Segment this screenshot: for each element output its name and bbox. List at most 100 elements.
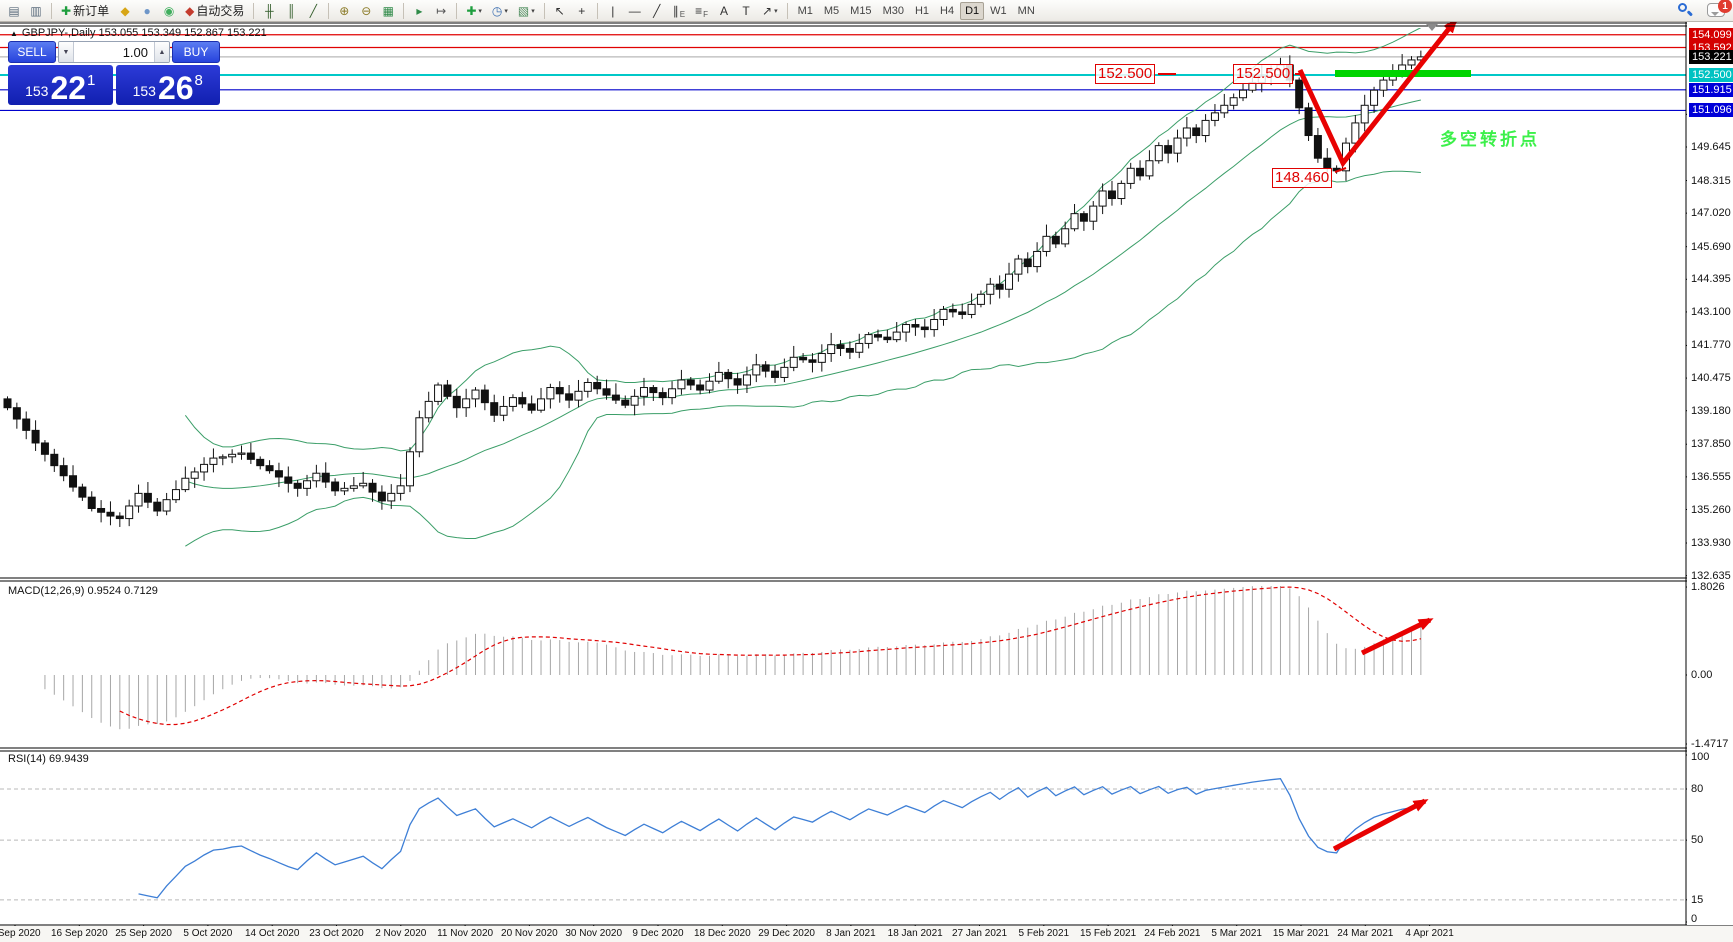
- search-icon[interactable]: [1677, 2, 1694, 18]
- new-order-label: 新订单: [73, 4, 110, 18]
- symbol-ohlc-text: GBPJPY-,Daily 153.055 153.349 152.867 15…: [21, 27, 267, 39]
- timeframe-m5[interactable]: M5: [823, 4, 840, 17]
- chat-icon[interactable]: 1: [1707, 0, 1732, 17]
- candle: [359, 482, 368, 487]
- hline-button[interactable]: —: [625, 1, 645, 20]
- candle-chart-button[interactable]: ║: [281, 1, 301, 20]
- buy-price-big: 26: [157, 70, 194, 106]
- crosshair-button[interactable]: +: [572, 1, 592, 20]
- bar-chart-button[interactable]: ╫: [259, 1, 279, 20]
- signals-button[interactable]: ◉: [159, 1, 179, 20]
- price-tick: 145.690: [1691, 240, 1731, 253]
- date-tick: 11 Nov 2020: [437, 928, 494, 939]
- volume-down-icon[interactable]: ▼: [59, 42, 74, 62]
- timeframe-m1[interactable]: M1: [797, 4, 813, 17]
- date-tick: 15 Mar 2021: [1272, 928, 1330, 939]
- tile-windows-button[interactable]: ▦: [378, 1, 398, 20]
- auto-scroll-button[interactable]: ▸: [409, 1, 429, 20]
- candle: [602, 388, 611, 396]
- indicators-caret-icon[interactable]: ▾: [478, 7, 482, 15]
- candle: [1042, 235, 1051, 252]
- candle: [153, 501, 162, 512]
- price-callout-152500-a[interactable]: 152.500: [1095, 64, 1156, 84]
- chart-shift-button[interactable]: ↦: [431, 1, 451, 20]
- cursor-button[interactable]: ↖: [550, 1, 570, 20]
- candle: [1136, 167, 1145, 177]
- candle: [1379, 79, 1388, 91]
- chart-canvas: [0, 22, 1733, 929]
- timeframe-m15[interactable]: M15: [850, 4, 872, 17]
- candle: [125, 505, 134, 520]
- candle: [537, 398, 546, 411]
- candle: [799, 356, 808, 361]
- candle: [518, 397, 527, 405]
- timeframe-mn[interactable]: MN: [1017, 4, 1035, 17]
- zoom-in-icon: ⊕: [339, 3, 350, 18]
- candle: [171, 489, 180, 501]
- sell-price-quote[interactable]: 153 22 1: [8, 65, 113, 105]
- channel-button[interactable]: ∥ E: [669, 1, 689, 20]
- candle: [902, 324, 911, 333]
- price-axis[interactable]: 150.940149.645148.315147.020145.690144.3…: [1687, 22, 1733, 925]
- volume-value[interactable]: 1.00: [122, 44, 148, 60]
- arrows-button[interactable]: ↗ ▾: [758, 1, 782, 20]
- candle: [331, 481, 340, 492]
- indicators-button[interactable]: ✚ ▾: [462, 1, 486, 20]
- chart-window[interactable]: ▲ GBPJPY-,Daily 153.055 153.349 152.867 1…: [0, 22, 1733, 942]
- candle: [1070, 213, 1079, 230]
- sell-button[interactable]: SELL: [8, 41, 56, 63]
- community-button[interactable]: ●: [137, 1, 157, 20]
- buy-button[interactable]: BUY: [172, 41, 220, 63]
- rsi-tick: 0: [1691, 913, 1698, 925]
- trendline-button[interactable]: ╱: [647, 1, 667, 20]
- candle: [649, 387, 658, 394]
- autotrading-button[interactable]: ◆ 自动交易: [181, 1, 248, 20]
- new-chart-button[interactable]: ▤: [4, 1, 24, 20]
- buy-price-quote[interactable]: 153 26 8: [115, 65, 220, 106]
- candle: [1304, 107, 1313, 137]
- new-order-button[interactable]: ✚ 新订单: [57, 1, 113, 20]
- candle: [1061, 228, 1070, 245]
- profiles-button[interactable]: ▥: [26, 1, 46, 20]
- timeframe-m30[interactable]: M30: [882, 4, 904, 17]
- periods-caret-icon[interactable]: ▾: [504, 7, 508, 15]
- text-label-button[interactable]: T: [736, 1, 756, 20]
- price-callout-152500-b[interactable]: 152.500: [1233, 64, 1294, 84]
- chart-shift-marker-icon[interactable]: [1426, 24, 1438, 31]
- price-tick: 137.850: [1691, 438, 1731, 451]
- metaeditor-button[interactable]: ◆: [115, 1, 135, 20]
- candle: [1098, 190, 1107, 207]
- line-chart-button[interactable]: ╱: [303, 1, 323, 20]
- time-axis[interactable]: 7 Sep 2020 16 Sep 2020 25 Sep 2020 5 Oct 20…: [0, 926, 1733, 942]
- candle: [1164, 145, 1173, 154]
- volume-up-icon[interactable]: ▲: [154, 42, 169, 62]
- pivot-note-text[interactable]: 多空转折点: [1440, 130, 1540, 149]
- candle: [630, 395, 639, 406]
- date-tick: 24 Mar 2021: [1337, 928, 1394, 939]
- trendline-icon: ╱: [653, 3, 661, 18]
- timeframe-w1[interactable]: W1: [990, 4, 1007, 17]
- toolbar-separator: [456, 2, 458, 19]
- timeframe-h1[interactable]: H1: [914, 4, 930, 17]
- arrows-caret-icon[interactable]: ▾: [774, 7, 778, 15]
- price-line-label: 151.915: [1689, 82, 1733, 97]
- fibonacci-button[interactable]: ≡ F: [691, 1, 712, 20]
- timeframe-d1[interactable]: D1: [960, 1, 985, 20]
- volume-stepper[interactable]: ▼ 1.00 ▲: [58, 41, 170, 63]
- candle: [1079, 213, 1088, 222]
- candle: [312, 472, 321, 482]
- periods-button[interactable]: ◷ ▾: [488, 1, 512, 20]
- price-callout-148460[interactable]: 148.460: [1272, 168, 1333, 188]
- templates-button[interactable]: ▧ ▾: [514, 1, 539, 20]
- templates-caret-icon[interactable]: ▾: [531, 7, 535, 15]
- bar-chart-icon: ╫: [265, 3, 274, 18]
- candle: [256, 458, 265, 467]
- zoom-in-button[interactable]: ⊕: [334, 1, 354, 20]
- text-button[interactable]: A: [714, 1, 734, 20]
- timeframe-h4[interactable]: H4: [940, 4, 955, 17]
- candle: [405, 451, 414, 487]
- vline-button[interactable]: |: [603, 1, 623, 20]
- search-tail: [1686, 10, 1694, 17]
- macd-pane: [44, 586, 1422, 730]
- zoom-out-button[interactable]: ⊖: [356, 1, 376, 20]
